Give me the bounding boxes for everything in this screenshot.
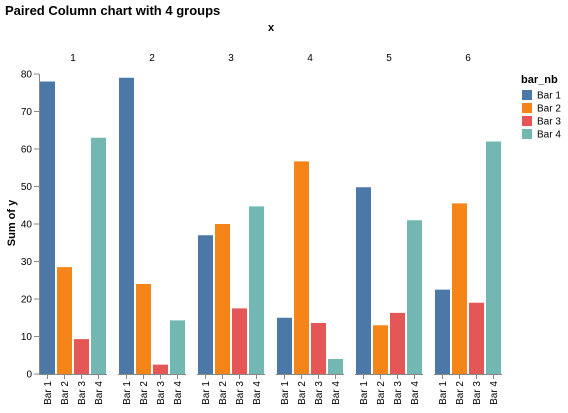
legend-label: Bar 4 — [537, 130, 561, 141]
x-tick-label: Bar 4 — [94, 381, 105, 405]
bar — [373, 325, 388, 374]
x-tick-label: Bar 1 — [359, 381, 370, 405]
legend-swatch — [522, 103, 532, 113]
y-tick-label: 50 — [21, 182, 33, 193]
x-tick-label: Bar 2 — [218, 381, 229, 405]
legend-label: Bar 2 — [537, 104, 561, 115]
legend-swatch — [522, 116, 532, 126]
legend-title: bar_nb — [521, 74, 558, 86]
x-tick-label: Bar 2 — [376, 381, 387, 405]
bar — [57, 267, 72, 374]
bar — [119, 77, 134, 374]
y-tick-label: 70 — [21, 107, 33, 118]
bar — [311, 323, 326, 374]
x-tick-label: Bar 3 — [393, 381, 404, 405]
x-tick-label: Bar 4 — [173, 381, 184, 405]
facet-label: 5 — [386, 53, 392, 64]
y-tick-label: 10 — [21, 332, 33, 343]
x-tick-label: Bar 1 — [201, 381, 212, 405]
x-tick-label: Bar 1 — [43, 381, 54, 405]
legend-swatch — [522, 129, 532, 139]
bar — [74, 339, 89, 374]
bar — [469, 302, 484, 374]
chart-title: Paired Column chart with 4 groups — [5, 3, 220, 18]
bar — [356, 187, 371, 374]
y-tick-label: 0 — [26, 370, 32, 381]
x-tick-label: Bar 3 — [156, 381, 167, 405]
facet-label: 2 — [149, 53, 155, 64]
facet-label: 6 — [465, 53, 471, 64]
legend-label: Bar 1 — [537, 91, 561, 102]
x-tick-label: Bar 3 — [314, 381, 325, 405]
facet-label: 3 — [228, 53, 234, 64]
bar — [249, 206, 264, 374]
y-tick-label: 30 — [21, 257, 33, 268]
bar — [277, 317, 292, 374]
facet-label: 1 — [70, 53, 76, 64]
y-tick-label: 80 — [21, 70, 33, 81]
bar — [91, 137, 106, 374]
x-tick-label: Bar 2 — [297, 381, 308, 405]
x-tick-label: Bar 2 — [60, 381, 71, 405]
y-tick-label: 60 — [21, 145, 33, 156]
legend-label: Bar 3 — [537, 117, 561, 128]
bar — [198, 235, 213, 374]
bar — [153, 364, 168, 374]
x-tick-label: Bar 4 — [331, 381, 342, 405]
x-tick-label: Bar 2 — [139, 381, 150, 405]
x-tick-label: Bar 4 — [410, 381, 421, 405]
y-tick-label: 20 — [21, 295, 33, 306]
bar — [232, 308, 247, 374]
x-tick-label: Bar 3 — [77, 381, 88, 405]
x-tick-label: Bar 3 — [235, 381, 246, 405]
bar — [170, 320, 185, 374]
bar — [40, 81, 55, 374]
x-tick-label: Bar 3 — [472, 381, 483, 405]
x-tick-label: Bar 1 — [122, 381, 133, 405]
bar — [452, 203, 467, 374]
bar — [136, 284, 151, 374]
column-title: x — [268, 22, 275, 34]
bar — [390, 312, 405, 374]
bar — [294, 161, 309, 374]
legend-swatch — [522, 90, 532, 100]
x-tick-label: Bar 1 — [438, 381, 449, 405]
x-tick-label: Bar 2 — [455, 381, 466, 405]
y-tick-label: 40 — [21, 220, 33, 231]
bar — [215, 224, 230, 374]
bar — [328, 359, 343, 374]
bar — [486, 141, 501, 374]
bar — [435, 289, 450, 374]
y-axis-title: Sum of y — [6, 199, 18, 246]
bar — [407, 220, 422, 374]
x-tick-label: Bar 4 — [489, 381, 500, 405]
facet-label: 4 — [307, 53, 313, 64]
x-tick-label: Bar 4 — [252, 381, 263, 405]
x-tick-label: Bar 1 — [280, 381, 291, 405]
